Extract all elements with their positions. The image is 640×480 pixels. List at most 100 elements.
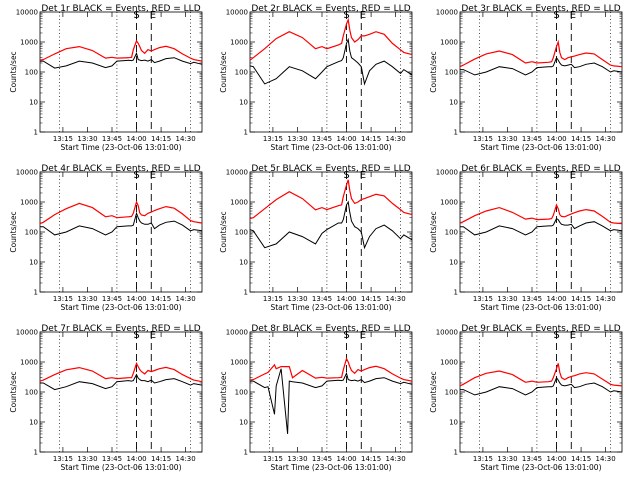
x-tick-label: 14:15 bbox=[151, 135, 171, 143]
series-line-red-lld bbox=[39, 200, 203, 225]
chart-title: Det 4r BLACK = Events, RED = LLD bbox=[41, 164, 200, 174]
series-line-red-lld bbox=[459, 203, 623, 225]
series-line-red-lld bbox=[39, 39, 203, 62]
y-tick-label: 100 bbox=[25, 229, 38, 237]
series-line-red-lld bbox=[249, 179, 413, 220]
y-tick-label: 1 bbox=[454, 449, 458, 457]
marker-s: S bbox=[133, 170, 139, 181]
x-tick-label: 14:30 bbox=[386, 295, 406, 303]
marker-e: E bbox=[570, 170, 576, 181]
x-tick-label: 13:45 bbox=[522, 295, 542, 303]
chart-panel-7: Det 7r BLACK = Events, RED = LLD 1 10 100 10… bbox=[9, 324, 203, 472]
y-axis-label: Counts/sec bbox=[429, 51, 438, 92]
series-line-black-events bbox=[460, 217, 623, 236]
chart-title: Det 1r BLACK = Events, RED = LLD bbox=[41, 4, 200, 14]
y-tick-label: 1000 bbox=[20, 199, 38, 207]
plot-frame bbox=[39, 11, 203, 133]
chart-title: Det 6r BLACK = Events, RED = LLD bbox=[461, 164, 620, 174]
y-tick-label: 1000 bbox=[230, 359, 248, 367]
y-axis-label: Counts/sec bbox=[9, 371, 18, 412]
y-tick-label: 1 bbox=[454, 289, 458, 297]
plot-frame bbox=[249, 11, 413, 133]
series-line-red-lld bbox=[459, 39, 623, 68]
series-line-black-events bbox=[40, 51, 203, 69]
y-axis-label: Counts/sec bbox=[429, 211, 438, 252]
y-axis-label: Counts/sec bbox=[219, 211, 228, 252]
x-tick-label: 14:30 bbox=[596, 135, 616, 143]
y-tick-label: 1 bbox=[244, 129, 248, 137]
x-tick-label: 13:45 bbox=[312, 295, 332, 303]
y-tick-label: 100 bbox=[235, 389, 248, 397]
y-tick-label: 10000 bbox=[436, 329, 458, 337]
y-tick-label: 1 bbox=[34, 289, 38, 297]
x-tick-label: 14:00 bbox=[126, 295, 146, 303]
x-tick-label: 13:30 bbox=[287, 455, 307, 463]
marker-s: S bbox=[133, 330, 139, 341]
chart-panel-1: Det 1r BLACK = Events, RED = LLD 1 10 100 10… bbox=[9, 4, 203, 152]
x-tick-label: 13:45 bbox=[312, 135, 332, 143]
y-tick-label: 1000 bbox=[20, 39, 38, 47]
x-tick-label: 13:30 bbox=[77, 455, 97, 463]
chart-title: Det 9r BLACK = Events, RED = LLD bbox=[461, 324, 620, 334]
chart-panel-5: Det 5r BLACK = Events, RED = LLD 1 10 100 10… bbox=[219, 164, 413, 312]
plot-frame bbox=[249, 331, 413, 453]
x-axis-label: Start Time (23-Oct-06 13:01:00) bbox=[60, 303, 181, 312]
x-axis-label: Start Time (23-Oct-06 13:01:00) bbox=[270, 463, 391, 472]
y-tick-label: 10000 bbox=[16, 169, 38, 177]
x-tick-label: 14:15 bbox=[571, 135, 591, 143]
x-tick-label: 13:30 bbox=[497, 135, 517, 143]
marker-s: S bbox=[343, 330, 349, 341]
x-tick-label: 14:30 bbox=[386, 455, 406, 463]
marker-e: E bbox=[570, 10, 576, 21]
chart-panel-3: Det 3r BLACK = Events, RED = LLD 1 10 100 10… bbox=[429, 4, 623, 152]
y-tick-label: 10000 bbox=[16, 329, 38, 337]
x-tick-label: 13:30 bbox=[497, 295, 517, 303]
x-axis-label: Start Time (23-Oct-06 13:01:00) bbox=[60, 143, 181, 152]
x-tick-label: 13:30 bbox=[77, 135, 97, 143]
marker-e: E bbox=[360, 10, 366, 21]
x-tick-label: 14:15 bbox=[571, 455, 591, 463]
x-tick-label: 13:15 bbox=[53, 135, 73, 143]
chart-title: Det 3r BLACK = Events, RED = LLD bbox=[461, 4, 620, 14]
x-tick-label: 13:45 bbox=[102, 455, 122, 463]
series-line-black-events bbox=[249, 200, 413, 250]
x-tick-label: 14:30 bbox=[596, 455, 616, 463]
x-tick-label: 14:30 bbox=[596, 295, 616, 303]
x-tick-label: 13:45 bbox=[312, 455, 332, 463]
y-tick-label: 100 bbox=[445, 69, 458, 77]
x-tick-label: 13:45 bbox=[522, 135, 542, 143]
y-tick-label: 10 bbox=[239, 259, 248, 267]
marker-s: S bbox=[553, 330, 559, 341]
x-tick-label: 14:00 bbox=[336, 135, 356, 143]
plot-frame bbox=[249, 171, 413, 293]
chart-title: Det 8r BLACK = Events, RED = LLD bbox=[251, 324, 410, 334]
x-tick-label: 14:00 bbox=[336, 295, 356, 303]
x-tick-label: 14:15 bbox=[151, 295, 171, 303]
series-line-black-events bbox=[460, 376, 623, 396]
x-tick-label: 13:30 bbox=[287, 295, 307, 303]
chart-title: Det 5r BLACK = Events, RED = LLD bbox=[251, 164, 410, 174]
x-tick-label: 13:45 bbox=[102, 295, 122, 303]
x-tick-label: 13:15 bbox=[473, 455, 493, 463]
y-tick-label: 10000 bbox=[226, 9, 248, 17]
y-tick-label: 10 bbox=[239, 419, 248, 427]
x-tick-label: 14:00 bbox=[336, 455, 356, 463]
x-tick-label: 14:30 bbox=[176, 135, 196, 143]
marker-s: S bbox=[553, 10, 559, 21]
marker-e: E bbox=[150, 330, 156, 341]
series-line-red-lld bbox=[459, 363, 623, 387]
x-tick-label: 13:15 bbox=[263, 135, 283, 143]
chart-panel-9: Det 9r BLACK = Events, RED = LLD 1 10 100 10… bbox=[429, 324, 623, 472]
y-tick-label: 1 bbox=[454, 129, 458, 137]
y-tick-label: 1000 bbox=[230, 199, 248, 207]
x-axis-label: Start Time (23-Oct-06 13:01:00) bbox=[270, 143, 391, 152]
y-tick-label: 1000 bbox=[440, 39, 458, 47]
x-tick-label: 14:15 bbox=[571, 295, 591, 303]
y-tick-label: 100 bbox=[25, 389, 38, 397]
x-tick-label: 14:30 bbox=[176, 295, 196, 303]
y-tick-label: 1000 bbox=[230, 39, 248, 47]
x-tick-label: 14:00 bbox=[126, 455, 146, 463]
series-line-black-events bbox=[40, 211, 203, 236]
marker-e: E bbox=[570, 330, 576, 341]
